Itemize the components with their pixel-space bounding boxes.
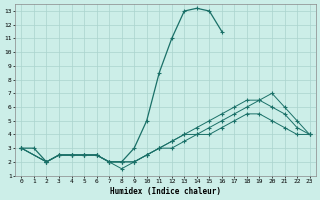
- X-axis label: Humidex (Indice chaleur): Humidex (Indice chaleur): [110, 187, 221, 196]
